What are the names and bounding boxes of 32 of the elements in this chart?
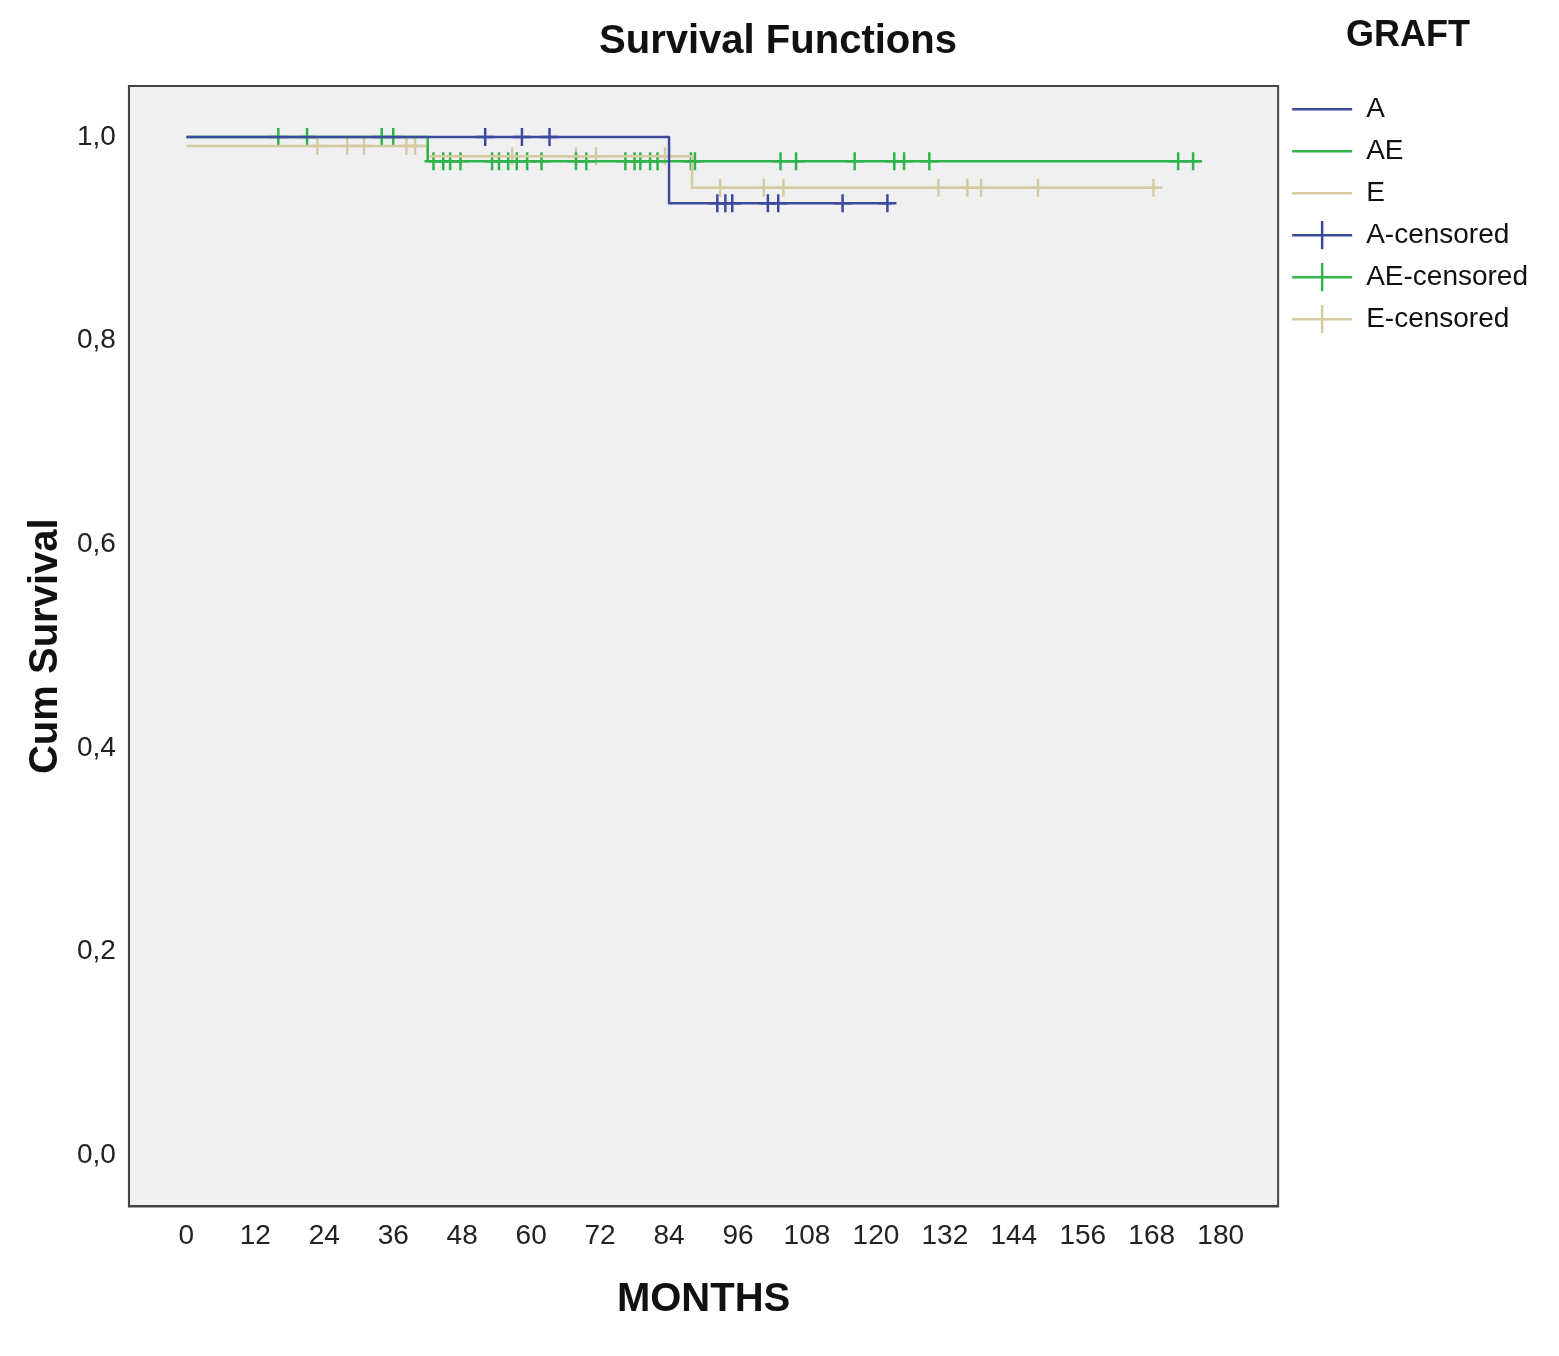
x-axis-title: MONTHS [616,1275,791,1320]
legend-label: E [1366,175,1385,207]
x-tick-label: 156 [1059,1218,1107,1250]
chart-title: Survival Functions [599,17,957,62]
x-tick-label: 24 [308,1218,340,1250]
y-tick-label: 0,2 [76,934,116,966]
x-tick-label: 168 [1128,1218,1176,1250]
x-tick-label: 0 [178,1218,195,1250]
x-tick-label: 84 [653,1218,685,1250]
y-tick-label: 0,6 [76,527,116,559]
x-tick-label: 96 [722,1218,754,1250]
legend-label: E-censored [1366,301,1510,333]
y-tick-label: 1,0 [76,119,116,151]
x-tick-label: 120 [852,1218,900,1250]
x-tick-label: 132 [921,1218,969,1250]
x-tick-label: 108 [783,1218,831,1250]
legend-title: GRAFT [1346,12,1471,54]
legend-label: AE-censored [1366,259,1529,291]
y-tick-label: 0,0 [76,1138,116,1170]
y-tick-label: 0,4 [76,730,116,762]
legend-label: A [1366,91,1386,123]
x-tick-label: 180 [1197,1218,1245,1250]
y-axis-title: Cum Survival [21,518,66,775]
legend-label: AE [1366,133,1404,165]
x-tick-label: 144 [990,1218,1038,1250]
x-tick-label: 72 [584,1218,616,1250]
x-tick-label: 48 [446,1218,478,1250]
x-tick-label: 36 [377,1218,409,1250]
y-tick-label: 0,8 [76,323,116,355]
x-tick-label: 12 [239,1218,271,1250]
legend-label: A-censored [1366,217,1510,249]
x-tick-label: 60 [515,1218,547,1250]
